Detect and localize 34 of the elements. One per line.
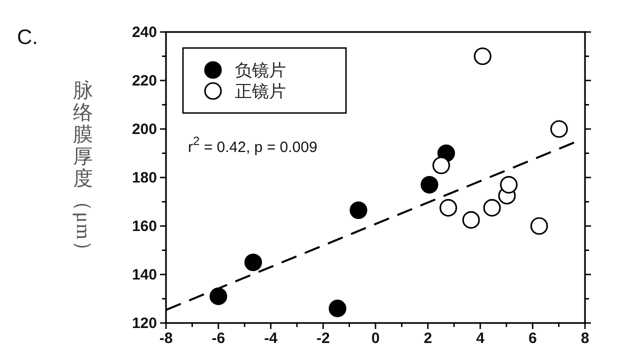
y-tick-label: 240 [132, 24, 157, 41]
chart-title: C. [17, 26, 38, 49]
x-tick-label: -2 [316, 330, 330, 347]
x-tick-label: -4 [264, 330, 278, 347]
point [462, 211, 480, 229]
y-tick-label: 140 [132, 266, 157, 284]
point [350, 201, 368, 220]
point [530, 217, 548, 235]
x-tick-label: -8 [159, 330, 173, 347]
point [550, 120, 568, 138]
y-tick-label: 160 [132, 218, 157, 235]
point [474, 47, 492, 66]
legend-label: 正镜片 [235, 82, 286, 101]
point [432, 156, 450, 174]
x-tick-label: 2 [424, 330, 432, 347]
y-tick-label: 220 [132, 72, 157, 90]
y-tick-label: 200 [132, 121, 157, 138]
point [244, 254, 262, 272]
y-axis-title: 脉络膜厚度（μm） [72, 80, 94, 260]
point [210, 288, 228, 306]
y-tick-label: 120 [132, 315, 157, 332]
x-tick-label: 0 [371, 330, 380, 347]
point [328, 300, 346, 318]
legend-label: 负镜片 [235, 61, 286, 80]
point [420, 176, 438, 194]
point [483, 199, 501, 217]
point [500, 176, 518, 194]
x-tick-label: 6 [528, 330, 537, 347]
point [440, 199, 458, 217]
x-tick-label: -6 [212, 330, 226, 347]
x-tick-label: 8 [580, 330, 590, 347]
y-tick-label: 180 [132, 170, 157, 186]
x-tick-label: 4 [476, 330, 486, 347]
annotation: r$^{2}$ = 0.42, p = 0.009 [188, 134, 318, 156]
